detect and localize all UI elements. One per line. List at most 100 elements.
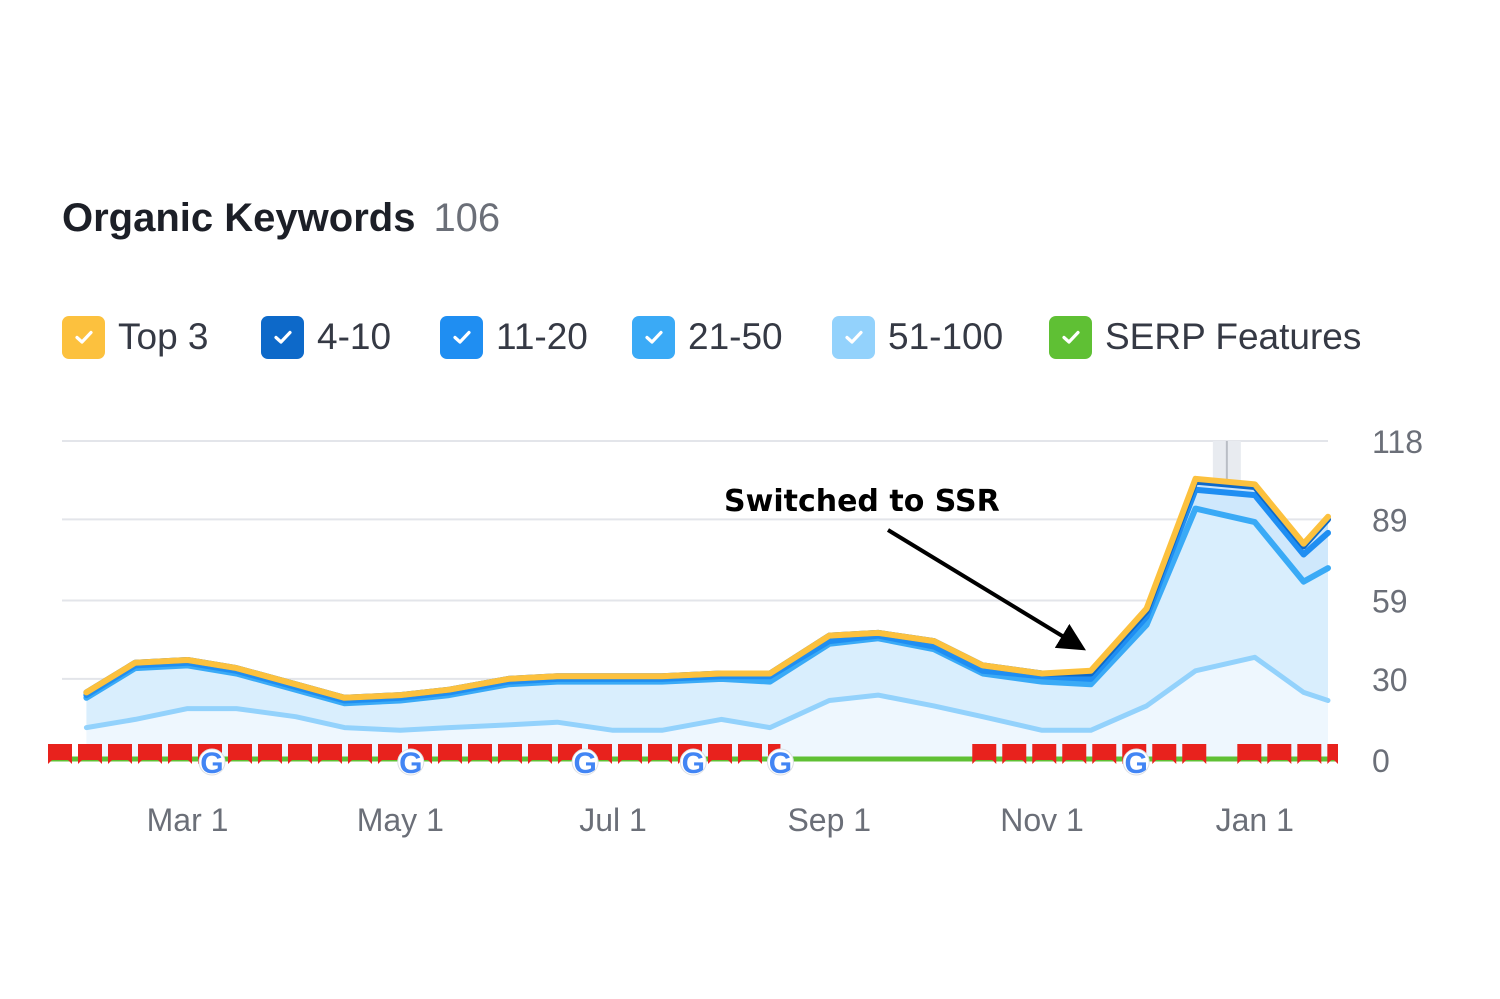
- serp-flag: [708, 744, 732, 764]
- serp-google-badge: [766, 748, 794, 776]
- line-21-50: [83, 505, 1331, 707]
- y-tick-label: 118: [1372, 424, 1423, 460]
- serp-flag: [378, 744, 402, 764]
- serp-flag: [1297, 744, 1322, 764]
- serp-flag: [348, 744, 372, 764]
- legend-item-4-10[interactable]: 4-10: [261, 314, 391, 360]
- serp-flag: [48, 744, 72, 764]
- serp-google-badge: [571, 748, 599, 776]
- y-tick-label: 0: [1372, 743, 1390, 779]
- checkmark-icon: [844, 330, 863, 344]
- serp-flag: [198, 744, 222, 764]
- y-tick-label: 59: [1372, 584, 1408, 620]
- serp-flag: [408, 744, 432, 764]
- legend-item-serp-features[interactable]: SERP Features: [1049, 314, 1361, 360]
- serp-flag: [228, 744, 252, 764]
- line-51-100: [83, 654, 1331, 733]
- legend-label-11-20: 11-20: [496, 316, 588, 357]
- legend-label-4-10: 4-10: [317, 316, 392, 357]
- checkbox-51-100[interactable]: [832, 315, 875, 359]
- line-11-20: [83, 486, 1331, 704]
- serp-flag: [588, 744, 612, 764]
- legend-item-51-100[interactable]: 51-100: [832, 314, 1003, 360]
- serp-flag: [972, 744, 997, 764]
- legend-label-51-100: 51-100: [888, 316, 1004, 357]
- widget-title: Organic Keywords: [62, 196, 416, 240]
- serp-flag: [318, 744, 342, 764]
- legend: Top 3 4-10 11-20 21-50 51-100: [62, 314, 1392, 362]
- serp-flag: [648, 744, 672, 764]
- x-tick-label: Mar 1: [147, 802, 229, 838]
- checkmark-icon: [74, 330, 93, 344]
- serp-flag: [138, 744, 162, 764]
- google-icon: G: [1125, 747, 1148, 780]
- legend-label-serp-features: SERP Features: [1105, 316, 1362, 357]
- serp-flag: [258, 744, 282, 764]
- checkbox-top-3[interactable]: [62, 315, 105, 359]
- google-icon: G: [200, 747, 223, 780]
- serp-flag: [438, 744, 462, 764]
- legend-item-top-3[interactable]: Top 3: [62, 314, 209, 360]
- hover-band: [1212, 441, 1241, 748]
- checkmark-icon: [644, 330, 663, 344]
- checkbox-4-10[interactable]: [261, 315, 304, 359]
- area-21-50: [86, 508, 1328, 731]
- x-tick-label: Jul 1: [579, 802, 647, 838]
- checkmark-icon: [1061, 330, 1080, 344]
- serp-flag: [618, 744, 642, 764]
- serp-flag: [558, 744, 582, 764]
- serp-flag: [1267, 744, 1292, 764]
- serp-flag: [1152, 744, 1177, 764]
- y-tick-label: 89: [1372, 502, 1408, 538]
- google-icon: G: [682, 747, 705, 780]
- keyword-total: 106: [433, 196, 501, 240]
- google-icon: G: [399, 747, 422, 780]
- x-tick-label: May 1: [357, 802, 444, 838]
- x-tick-label: Sep 1: [787, 802, 871, 838]
- legend-label-21-50: 21-50: [688, 316, 783, 357]
- serp-flag: [108, 744, 132, 764]
- serp-google-badge: [198, 748, 226, 776]
- serp-flag: [738, 744, 762, 764]
- y-tick-label: 30: [1372, 662, 1408, 698]
- google-icon: G: [769, 747, 792, 780]
- serp-google-badge: [397, 748, 425, 776]
- legend-item-21-50[interactable]: 21-50: [632, 314, 783, 360]
- checkbox-21-50[interactable]: [632, 315, 675, 359]
- line-top-3: [83, 475, 1331, 701]
- serp-flag: [288, 744, 312, 764]
- serp-flag: [1327, 744, 1338, 764]
- annotation-label: Switched to SSR: [724, 484, 1000, 519]
- serp-flag: [1062, 744, 1087, 764]
- checkbox-11-20[interactable]: [440, 315, 483, 359]
- checkmark-icon: [273, 330, 292, 344]
- widget-header: Organic Keywords 106: [62, 196, 500, 241]
- serp-flag: [528, 744, 552, 764]
- legend-item-11-20[interactable]: 11-20: [440, 314, 588, 360]
- serp-flag: [168, 744, 192, 764]
- area-51-100: [86, 657, 1328, 760]
- checkmark-icon: [452, 330, 471, 344]
- google-icon: G: [573, 747, 596, 780]
- checkbox-serp-features[interactable]: [1049, 315, 1092, 359]
- x-tick-label: Jan 1: [1216, 802, 1294, 838]
- area-4-10: [86, 481, 1328, 701]
- serp-flag: [1237, 744, 1262, 764]
- area-11-20: [86, 489, 1328, 704]
- serp-flag: [498, 744, 522, 764]
- serp-flag: [768, 744, 781, 764]
- serp-flag: [468, 744, 492, 764]
- serp-google-badge: [1122, 748, 1150, 776]
- serp-flag: [1092, 744, 1117, 764]
- serp-google-badge: [679, 748, 707, 776]
- serp-flag: [1182, 744, 1207, 764]
- serp-flag: [1032, 744, 1057, 764]
- annotation-arrow: [886, 528, 1086, 651]
- serp-flag: [78, 744, 102, 764]
- line-4-10: [83, 478, 1331, 701]
- serp-flag: [1002, 744, 1027, 764]
- x-tick-label: Nov 1: [1000, 802, 1084, 838]
- serp-flag: [678, 744, 702, 764]
- legend-label-top-3: Top 3: [118, 316, 209, 357]
